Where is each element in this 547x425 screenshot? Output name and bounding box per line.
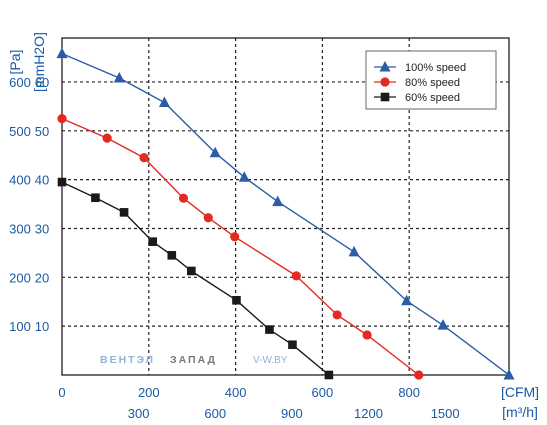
data-point <box>148 237 158 246</box>
cfm-tick-label: 400 <box>225 385 247 400</box>
legend-label: 100% speed <box>405 62 466 74</box>
legend-items: 100% speed 80% speed 60% speed <box>374 61 466 104</box>
mmh2o-tick-label: 60 <box>35 75 49 90</box>
pa-tick-label: 200 <box>9 270 31 285</box>
data-point <box>56 47 68 59</box>
cfm-tick-label: 600 <box>312 385 334 400</box>
series-line <box>61 52 510 376</box>
watermark-brand-b: ЗАПАД <box>170 354 217 366</box>
data-point <box>203 213 213 223</box>
cfm-unit-label: [CFM] <box>501 384 539 400</box>
legend: 100% speed 80% speed 60% speed <box>365 50 497 110</box>
pa-tick-label: 100 <box>9 319 31 334</box>
data-point <box>209 146 221 158</box>
series <box>56 47 515 380</box>
data-point <box>272 195 284 207</box>
data-point <box>57 177 67 187</box>
m3h-tick-label: 900 <box>281 406 303 421</box>
mmh2o-tick-label: 40 <box>35 173 49 188</box>
mmh2o-tick-label: 30 <box>35 221 49 236</box>
pa-tick-label: 500 <box>9 124 31 139</box>
series-square <box>57 177 334 380</box>
legend-marker <box>380 77 390 87</box>
data-point <box>265 325 274 334</box>
plot-frame <box>61 37 510 376</box>
data-point <box>167 251 177 260</box>
legend-marker <box>379 61 391 72</box>
data-point <box>238 171 250 182</box>
legend-label: 80% speed <box>405 77 460 89</box>
data-point <box>158 96 170 107</box>
legend-marker <box>380 92 390 102</box>
data-point <box>437 319 449 330</box>
watermark-brand-a: ВЕНТЭЛ <box>100 354 155 366</box>
data-point <box>401 294 413 306</box>
series-triangle <box>56 47 515 380</box>
data-point <box>232 295 241 305</box>
mmh2o-tick-label: 50 <box>35 124 49 139</box>
data-point <box>332 310 342 320</box>
series-line <box>61 117 420 376</box>
data-point <box>113 72 125 83</box>
cfm-tick-label: 200 <box>138 385 160 400</box>
data-point <box>288 340 297 350</box>
data-point <box>230 232 240 242</box>
cfm-tick-label: 0 <box>58 385 65 400</box>
mmh2o-tick-label: 20 <box>35 270 49 285</box>
data-point <box>291 271 301 281</box>
data-point <box>503 369 515 380</box>
pa-tick-label: 600 <box>9 75 31 90</box>
mmh2o-unit-label: [mmH2O] <box>31 32 47 92</box>
m3h-unit-label: [m³/h] <box>502 404 538 420</box>
mmh2o-tick-label: 10 <box>35 319 49 334</box>
data-point <box>414 370 424 380</box>
watermark-site: V-W.BY <box>253 355 288 366</box>
data-point <box>348 245 360 257</box>
series-circle <box>57 113 424 380</box>
cfm-tick-label: 800 <box>398 385 420 400</box>
data-point <box>324 370 334 380</box>
data-point <box>119 208 129 217</box>
data-point <box>102 133 112 143</box>
series-line <box>61 181 330 376</box>
pa-unit-label: [Pa] <box>7 50 23 75</box>
data-point <box>91 193 100 203</box>
m3h-tick-label: 1500 <box>431 406 460 421</box>
data-point <box>57 113 67 124</box>
pa-tick-label: 300 <box>9 221 31 236</box>
m3h-tick-label: 600 <box>204 406 226 421</box>
data-point <box>178 193 189 203</box>
pa-tick-label: 400 <box>9 173 31 188</box>
data-point <box>139 153 149 163</box>
m3h-tick-label: 300 <box>128 406 150 421</box>
legend-label: 60% speed <box>405 92 460 104</box>
data-point <box>187 266 196 276</box>
data-point <box>362 330 372 340</box>
m3h-tick-label: 1200 <box>354 406 383 421</box>
watermark: ВЕНТЭЛ ЗАПАД V-W.BY <box>100 354 288 366</box>
